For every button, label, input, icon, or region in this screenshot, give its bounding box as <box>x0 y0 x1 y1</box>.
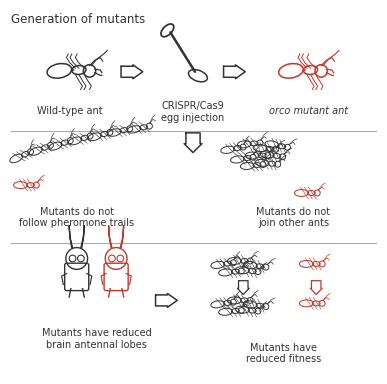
Text: Wild-type ant: Wild-type ant <box>37 106 103 116</box>
Text: orco mutant ant: orco mutant ant <box>269 106 348 116</box>
Text: Mutants do not
join other ants: Mutants do not join other ants <box>257 207 330 228</box>
Text: CRISPR/Cas9
egg injection: CRISPR/Cas9 egg injection <box>161 101 224 123</box>
Text: Mutants do not
follow pheromone trails: Mutants do not follow pheromone trails <box>19 207 134 228</box>
Text: Generation of mutants: Generation of mutants <box>11 13 145 26</box>
Text: Mutants have
reduced fitness: Mutants have reduced fitness <box>246 343 321 364</box>
Text: Mutants have reduced
brain antennal lobes: Mutants have reduced brain antennal lobe… <box>41 328 151 349</box>
